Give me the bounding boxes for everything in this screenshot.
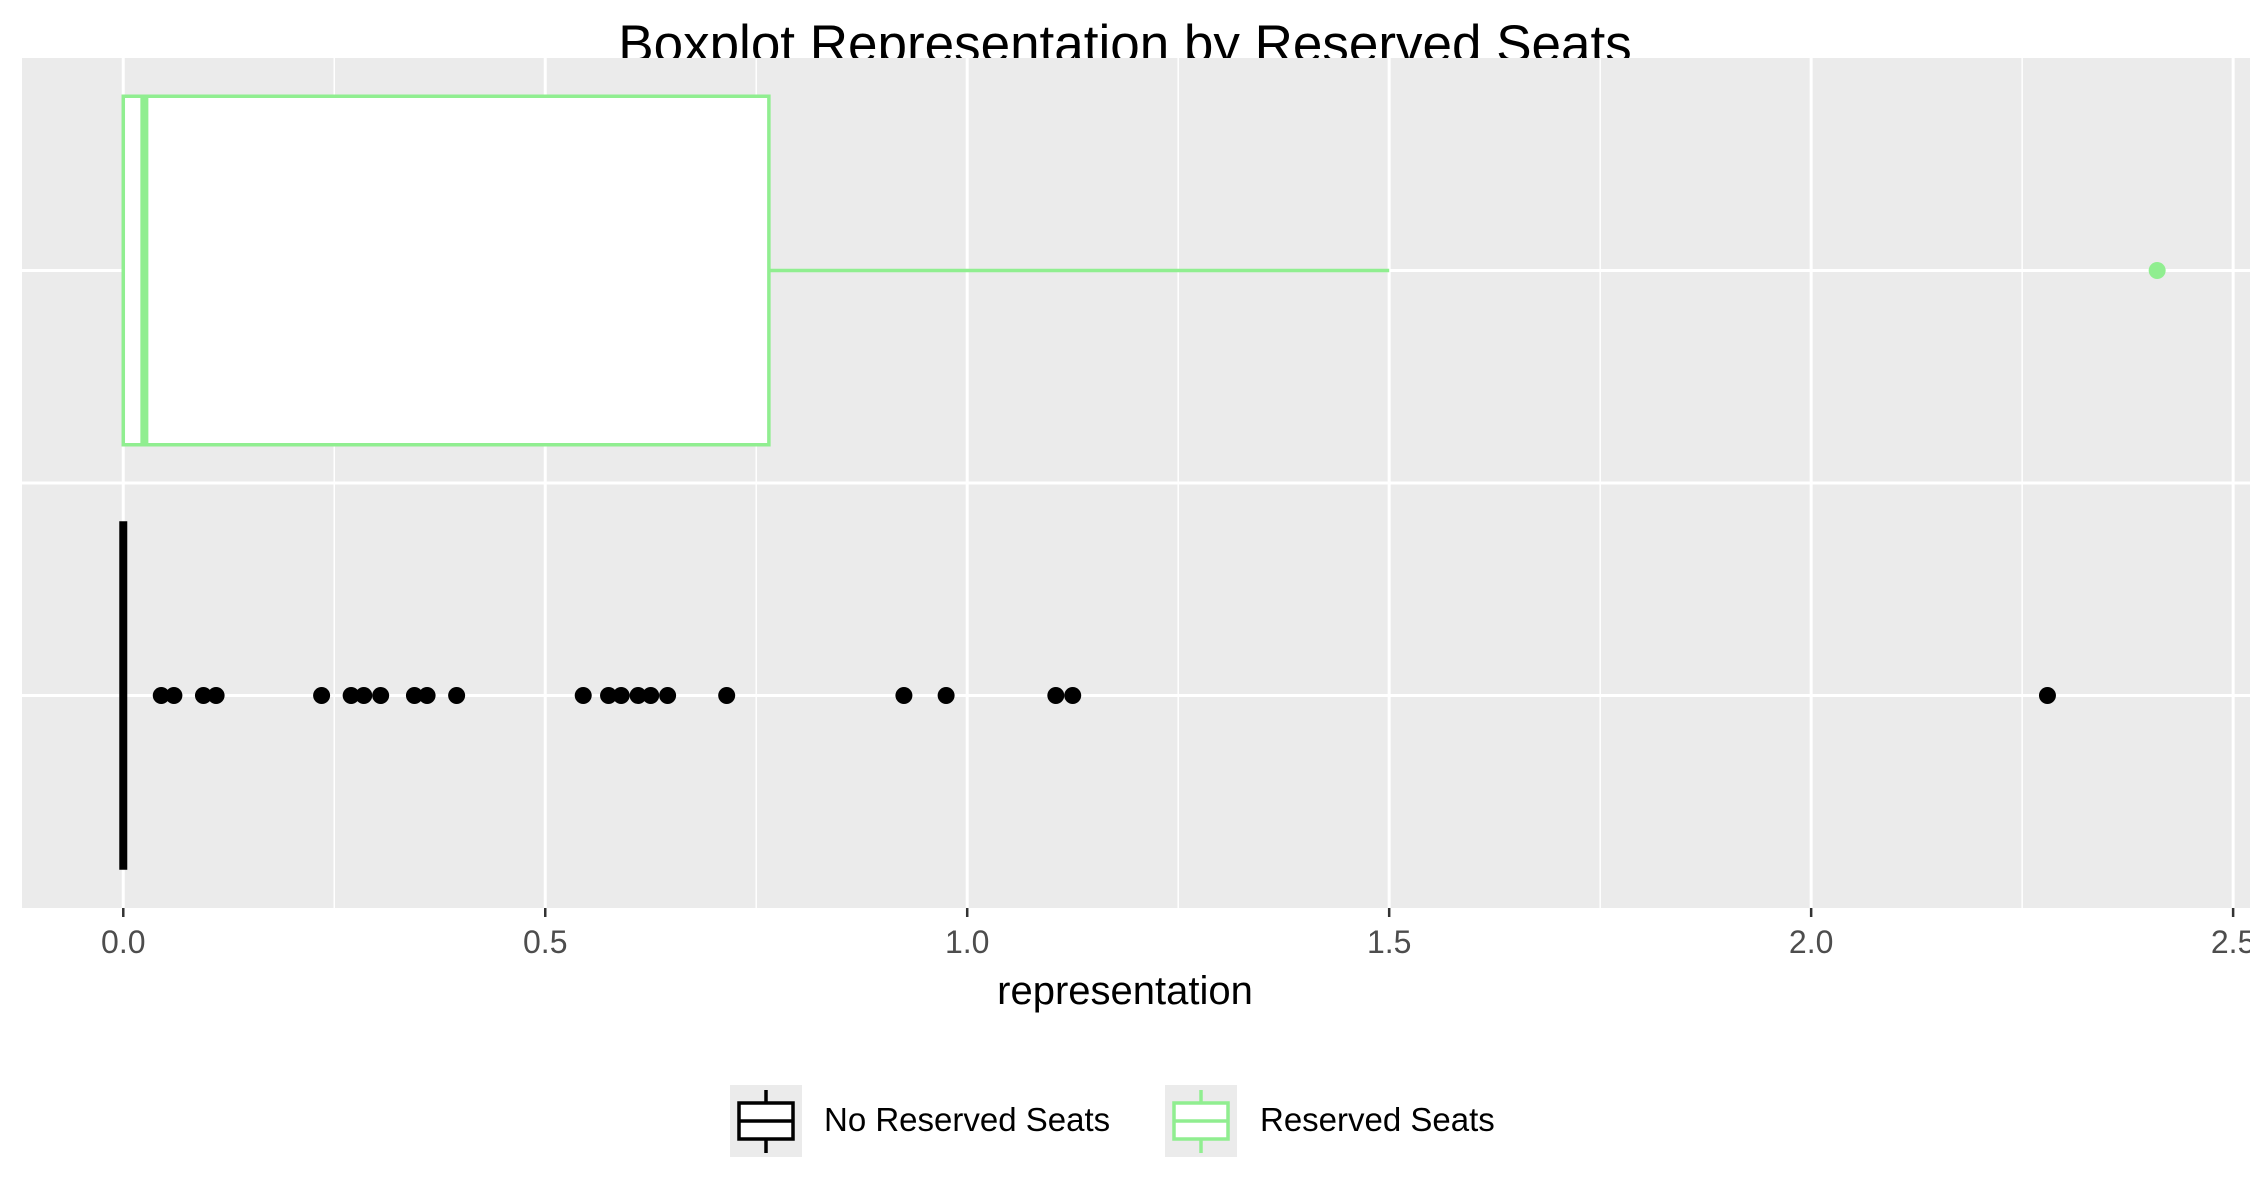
x-tick-label: 1.5 xyxy=(1367,924,1411,960)
outlier-point xyxy=(207,687,225,704)
outlier-point xyxy=(2038,687,2056,704)
legend-label: Reserved Seats xyxy=(1260,1101,1495,1138)
x-tick-label: 0.5 xyxy=(523,924,567,960)
outlier-point xyxy=(2148,262,2166,279)
legend-item-reserved-seats: Reserved Seats xyxy=(1165,1085,1495,1157)
box-body xyxy=(121,94,771,447)
outlier-point xyxy=(313,687,331,704)
box-reserved-seats xyxy=(121,94,1390,447)
x-tick-label: 0.0 xyxy=(101,924,145,960)
outlier-point xyxy=(1047,687,1065,704)
legend-key-boxplot-icon xyxy=(737,1090,795,1153)
outlier-point xyxy=(342,687,360,704)
outlier-point xyxy=(937,687,955,704)
x-axis-title: representation xyxy=(997,969,1253,1013)
x-axis: 0.0 0.5 1.0 1.5 2.0 2.5 xyxy=(101,908,2250,960)
legend: No Reserved Seats Reserved Seats xyxy=(730,1085,1495,1157)
outlier-point xyxy=(1064,687,1082,704)
outlier-point xyxy=(448,687,466,704)
outlier-point xyxy=(152,687,170,704)
legend-label: No Reserved Seats xyxy=(824,1101,1110,1138)
outlier-point xyxy=(165,687,183,704)
outlier-point xyxy=(642,687,660,704)
outlier-point xyxy=(600,687,618,704)
x-tick-label: 2.5 xyxy=(2211,924,2250,960)
outlier-point xyxy=(405,687,423,704)
outlier-point xyxy=(574,687,592,704)
outlier-point xyxy=(629,687,647,704)
x-tick-label: 2.0 xyxy=(1789,924,1833,960)
outlier-point xyxy=(418,687,436,704)
outlier-point xyxy=(895,687,913,704)
legend-key-boxplot-icon xyxy=(1172,1090,1230,1153)
outlier-point xyxy=(718,687,736,704)
outlier-point xyxy=(612,687,630,704)
boxes xyxy=(119,94,1390,870)
outlier-points xyxy=(152,262,2166,704)
legend-item-no-reserved-seats: No Reserved Seats xyxy=(730,1085,1110,1157)
outlier-point xyxy=(194,687,212,704)
x-tick-label: 1.0 xyxy=(945,924,989,960)
outlier-point xyxy=(355,687,373,704)
outlier-point xyxy=(372,687,390,704)
outlier-point xyxy=(659,687,677,704)
